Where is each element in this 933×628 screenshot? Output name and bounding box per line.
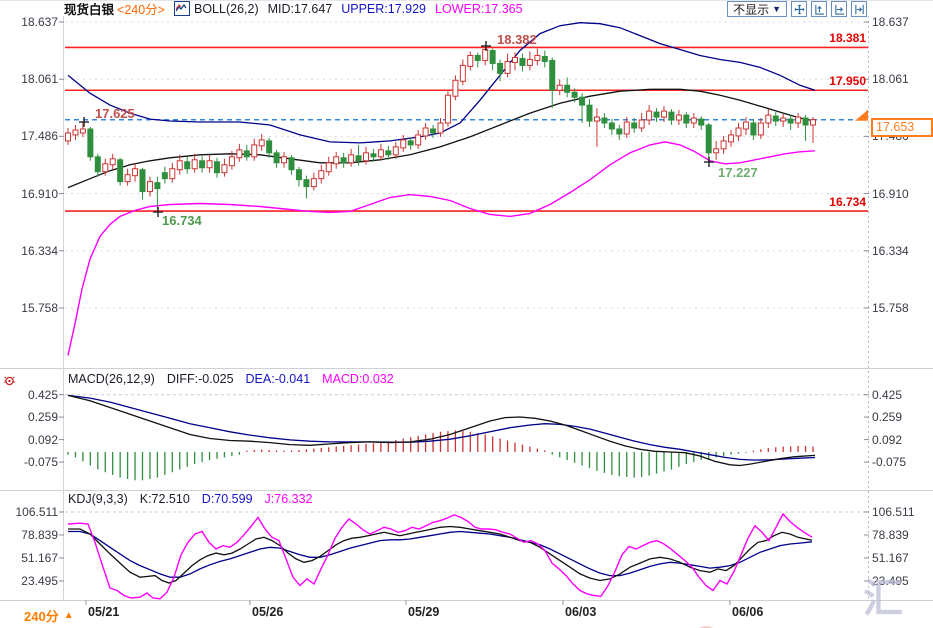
main-y-tick-left: 18.061 bbox=[21, 72, 58, 87]
dropdown-arrow-icon: ▼ bbox=[772, 4, 781, 14]
candles bbox=[65, 47, 816, 212]
main-y-tick-left: 15.758 bbox=[21, 300, 58, 315]
x-axis-date: 06/06 bbox=[732, 605, 764, 619]
price-annotation: 17.625 bbox=[95, 106, 135, 121]
macd-value: MACD:0.032 bbox=[322, 372, 394, 386]
main-y-tick-right: 18.061 bbox=[872, 72, 909, 87]
kdj-y-tick-right: 51.167 bbox=[872, 550, 909, 565]
macd-y-tick-left: 0.425 bbox=[27, 387, 58, 402]
period-tag[interactable]: <240分> bbox=[117, 3, 165, 17]
macd-legend: MACD(26,12,9) DIFF:-0.025 DEA:-0.041 MAC… bbox=[68, 372, 394, 386]
macd-y-tick-right: 0.425 bbox=[872, 387, 903, 402]
symbol-name: 现货白银 bbox=[64, 3, 115, 17]
macd-y-tick-right: -0.075 bbox=[872, 455, 907, 470]
kdj-y-tick-left: 23.495 bbox=[21, 573, 58, 588]
main-y-tick-left: 16.334 bbox=[21, 243, 58, 258]
x-axis-date: 05/26 bbox=[252, 605, 284, 619]
footer-period-arrow-icon: ▲ bbox=[63, 610, 74, 621]
main-y-tick-left: 17.486 bbox=[21, 129, 58, 144]
footer-period[interactable]: 240分 ▲ bbox=[24, 606, 74, 625]
kdj-y-tick-left: 51.167 bbox=[21, 550, 58, 565]
price-annotation: 17.227 bbox=[718, 165, 758, 180]
hide-indicator-button[interactable]: 不显示 ▼ bbox=[727, 1, 787, 17]
kdj-y-tick-left: 106.511 bbox=[15, 504, 59, 519]
kdj-d-value: D:70.599 bbox=[201, 492, 253, 506]
boll-label: BOLL(26,2) bbox=[193, 1, 259, 16]
alert-line-label: 18.381 bbox=[829, 31, 866, 46]
macd-y-tick-right: 0.092 bbox=[872, 432, 903, 447]
x-axis-date: 05/29 bbox=[408, 605, 440, 619]
main-y-tick-right: 16.910 bbox=[872, 186, 909, 201]
kdj-j-value: J:76.332 bbox=[264, 492, 313, 506]
legend-bar: 现货白银 <240分> BOLL(26,2) MID:17.647 UPPER:… bbox=[64, 0, 523, 17]
macd-y-tick-left: 0.259 bbox=[27, 410, 58, 425]
price-annotation: 16.734 bbox=[162, 213, 202, 228]
main-y-tick-right: 18.637 bbox=[872, 15, 909, 29]
alert-line-label: 16.734 bbox=[829, 195, 866, 210]
main-y-tick-right: 15.758 bbox=[872, 300, 909, 315]
macd-y-tick-left: -0.075 bbox=[23, 455, 58, 470]
kdj-k-value: K:72.510 bbox=[139, 492, 190, 506]
alarm-icon[interactable] bbox=[2, 373, 17, 393]
main-y-tick-right: 16.334 bbox=[872, 243, 909, 258]
current-price-box: 17.653 bbox=[871, 118, 933, 137]
macd-dea-value: DEA:-0.041 bbox=[245, 372, 311, 386]
hide-button-label: 不显示 bbox=[733, 2, 770, 17]
main-y-tick-left: 18.637 bbox=[21, 15, 58, 29]
x-axis-date: 05/21 bbox=[88, 605, 120, 619]
expand-x-icon[interactable] bbox=[831, 1, 847, 17]
pan-right-icon[interactable] bbox=[851, 1, 867, 17]
boll-mid-value: MID:17.647 bbox=[267, 1, 333, 16]
macd-y-tick-left: 0.092 bbox=[27, 432, 58, 447]
kdj-title: KDJ(9,3,3) bbox=[68, 492, 128, 506]
boll-upper-value: UPPER:17.929 bbox=[341, 1, 427, 16]
compress-x-icon[interactable] bbox=[811, 1, 827, 17]
macd-y-tick-right: 0.259 bbox=[872, 410, 903, 425]
x-axis-date: 06/03 bbox=[565, 605, 597, 619]
kdj-y-tick-right: 23.495 bbox=[872, 573, 909, 588]
macd-diff-value: DIFF:-0.025 bbox=[166, 372, 234, 386]
chart-type-icon[interactable] bbox=[173, 1, 190, 16]
kdj-legend: KDJ(9,3,3) K:72.510 D:70.599 J:76.332 bbox=[68, 492, 313, 506]
crosshair-icon[interactable] bbox=[791, 1, 807, 17]
footer-period-label: 240分 bbox=[24, 609, 59, 624]
chart-controls: 不显示 ▼ bbox=[727, 1, 867, 17]
kdj-y-tick-right: 78.839 bbox=[872, 527, 909, 542]
price-annotation: 18.382 bbox=[497, 32, 537, 47]
boll-lower-value: LOWER:17.365 bbox=[435, 1, 523, 16]
macd-title: MACD(26,12,9) bbox=[68, 372, 155, 386]
kdj-y-tick-right: 106.511 bbox=[872, 504, 915, 519]
kdj-y-tick-left: 78.839 bbox=[21, 527, 58, 542]
main-y-tick-left: 16.910 bbox=[21, 186, 58, 201]
alert-line-label: 17.950 bbox=[829, 74, 866, 89]
